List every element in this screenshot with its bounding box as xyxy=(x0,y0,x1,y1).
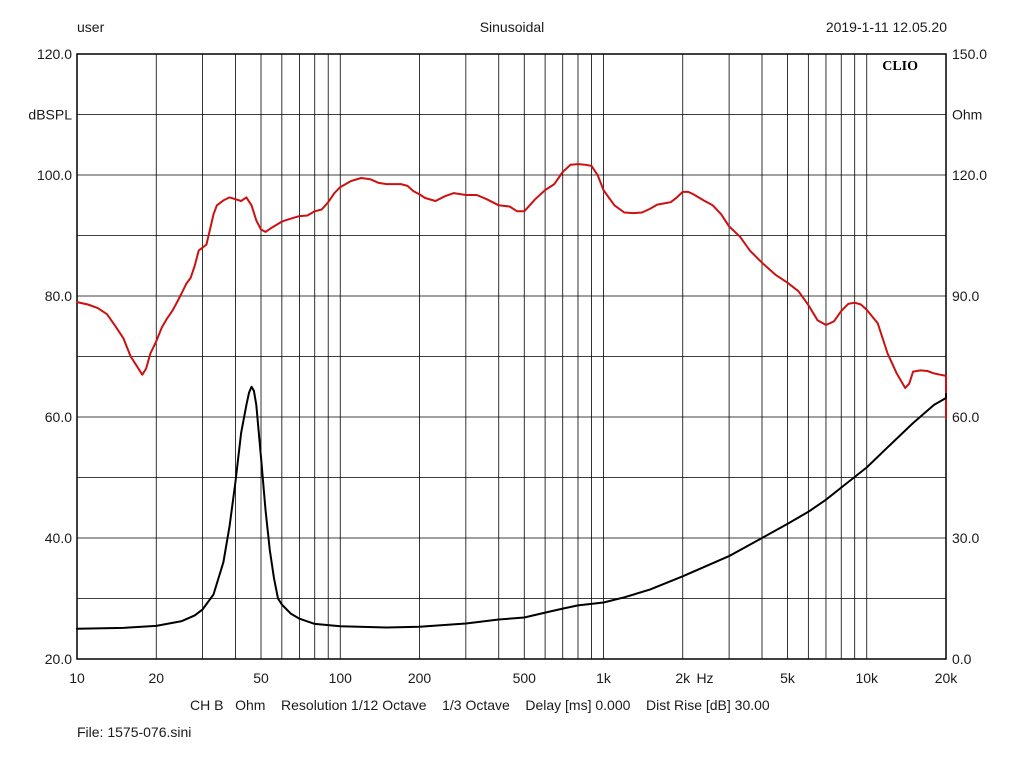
y-right-tick-label: 90.0 xyxy=(952,288,979,304)
impedance-curve xyxy=(76,385,947,630)
y-right-tick-label: 60.0 xyxy=(952,409,979,425)
y-left-tick-label: 80.0 xyxy=(45,288,72,304)
header-timestamp: 2019-1-11 12.05.20 xyxy=(825,19,947,35)
chart-labels: 10 20 50 100 200 500 1k 2k 5k 10k 20k Hz 20.0 40.0 60.… xyxy=(28,46,987,686)
y-left-axis-label: dBSPL xyxy=(28,107,72,123)
x-tick-label: 500 xyxy=(513,670,537,686)
plot-frame xyxy=(76,53,947,660)
y-right-tick-label: 0.0 xyxy=(952,651,972,667)
y-left-tick-label: 20.0 xyxy=(45,651,72,667)
x-tick-label: 20k xyxy=(935,670,959,686)
x-tick-label: 100 xyxy=(329,670,353,686)
chart-grid xyxy=(77,54,946,659)
x-tick-label: 200 xyxy=(408,670,432,686)
y-right-tick-label: 30.0 xyxy=(952,530,979,546)
x-tick-label: 50 xyxy=(253,670,269,686)
header-mode: Sinusoidal xyxy=(479,19,545,35)
x-tick-label: 2k xyxy=(675,670,691,686)
x-tick-label: 10k xyxy=(855,670,879,686)
file-name: File: 1575-076.sini xyxy=(77,724,192,740)
y-right-tick-label: 120.0 xyxy=(952,167,987,183)
spl-response-curve xyxy=(76,163,947,420)
x-tick-label: 1k xyxy=(596,670,612,686)
y-left-tick-label: 60.0 xyxy=(45,409,72,425)
y-left-tick-label: 100.0 xyxy=(37,167,72,183)
y-right-tick-label: 150.0 xyxy=(952,46,987,62)
y-left-tick-label: 120.0 xyxy=(37,46,72,62)
header-user: user xyxy=(77,19,105,35)
x-tick-label: 20 xyxy=(148,670,164,686)
x-tick-label: 5k xyxy=(780,670,796,686)
measurement-settings: CH B Ohm Resolution 1/12 Octave 1/3 Octa… xyxy=(190,697,770,713)
x-unit-label: Hz xyxy=(696,670,713,686)
x-tick-label: 10 xyxy=(69,670,85,686)
y-left-tick-label: 40.0 xyxy=(45,530,72,546)
clio-logo: CLIO xyxy=(882,59,918,74)
chart-series xyxy=(76,163,947,630)
y-right-axis-label: Ohm xyxy=(952,107,982,123)
